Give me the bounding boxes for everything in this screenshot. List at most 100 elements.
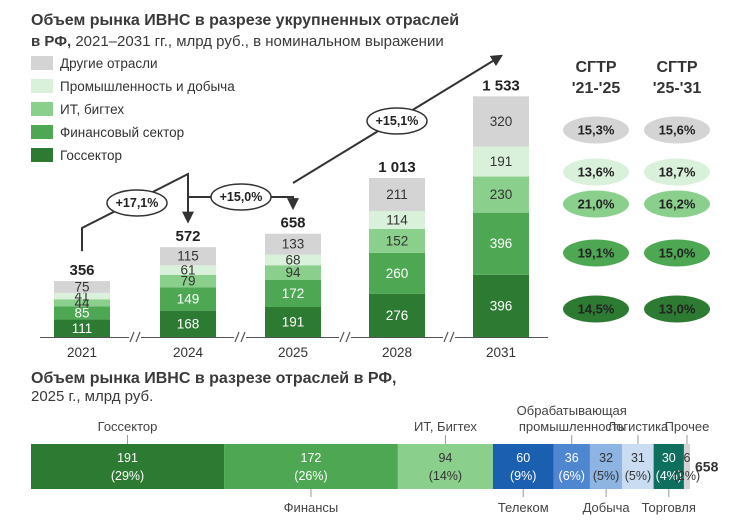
bar-segment [369, 211, 425, 229]
sector-percent: (4%) [656, 469, 682, 483]
bar-segment [54, 281, 110, 293]
sector-name: Финансы [284, 500, 339, 515]
cagr-header: СГТР [656, 59, 697, 76]
cagr-value: 19,1% [578, 246, 615, 261]
cagr-value: 15,3% [578, 123, 615, 138]
sector-segment [397, 444, 493, 489]
sector-name: Телеком [498, 500, 549, 515]
bar-segment-label: 276 [386, 308, 409, 323]
axis-break-mark [129, 331, 141, 343]
bar-segment-label: 230 [490, 187, 513, 202]
legend-label: Госсектор [60, 148, 122, 163]
cagr-pill [563, 295, 629, 323]
cagr-pill [644, 158, 710, 186]
growth-label: +15,0% [220, 190, 263, 204]
axis-break-mark [234, 331, 246, 343]
cagr-header: '25-'31 [653, 80, 702, 97]
cagr-pill [644, 116, 710, 144]
sector-percent: (26%) [294, 469, 327, 483]
year-label: 2021 [67, 345, 97, 360]
sector-name: Обрабатывающая промышленность [517, 403, 627, 434]
cagr-header: СГТР [575, 59, 616, 76]
sector-segment [653, 444, 684, 489]
sector-chart-subtitle: 2025 г., млрд руб. [31, 388, 153, 405]
bar-segment [54, 319, 110, 337]
bar-segment [265, 233, 321, 255]
bar-segment [473, 212, 529, 275]
sector-value: 30 [662, 451, 676, 465]
bar-segment [369, 177, 425, 212]
bar-segment [265, 307, 321, 337]
bar-segment [473, 96, 529, 147]
sector-percent: (5%) [625, 469, 651, 483]
cagr-pill [563, 116, 629, 144]
bar-segment [54, 306, 110, 320]
bar-segment [369, 228, 425, 253]
bar-segment-label: 79 [180, 274, 195, 289]
sector-percent: (9%) [510, 469, 536, 483]
cagr-value: 14,5% [578, 302, 615, 317]
sector-name: Добыча [583, 500, 631, 515]
bar-segment [160, 247, 216, 266]
year-label: 2024 [173, 345, 204, 360]
legend-label: Финансовый сектор [60, 125, 184, 140]
cagr-pill [563, 158, 629, 186]
legend-label: Промышленность и добыча [60, 79, 235, 94]
growth-pill [106, 189, 168, 217]
bar-total-label: 356 [69, 262, 94, 279]
legend-label: ИТ, бигтех [60, 102, 124, 117]
sector-segment [224, 444, 398, 489]
bar-segment-label: 191 [282, 315, 305, 330]
legend-swatch [31, 102, 53, 116]
sector-segment [492, 444, 554, 489]
bar-segment [473, 176, 529, 213]
bar-segment-label: 115 [177, 249, 199, 264]
sector-percent: (6%) [559, 469, 585, 483]
growth-label: +15,1% [376, 114, 419, 128]
sector-segment [683, 444, 690, 489]
legend-swatch [31, 148, 53, 162]
bar-segment [473, 146, 529, 177]
sector-name: Госсектор [98, 419, 158, 434]
bar-segment-label: 85 [74, 305, 89, 320]
bar-segment-label: 149 [177, 291, 200, 306]
cagr-pill [644, 239, 710, 267]
cagr-value: 16,2% [659, 197, 696, 212]
bar-segment [265, 265, 321, 281]
sector-value: 36 [565, 451, 579, 465]
bar-segment-label: 396 [490, 298, 513, 313]
cagr-value: 13,0% [659, 302, 696, 317]
cagr-value: 15,6% [659, 123, 696, 138]
growth-arrows: +17,1% +15,0% +15,1% [81, 54, 504, 252]
growth-pill [210, 183, 272, 211]
sector-value: 94 [438, 451, 452, 465]
growth-pill [366, 107, 428, 135]
axis-break-mark [339, 331, 351, 343]
cagr-value: 15,0% [659, 246, 696, 261]
sector-name: ИТ, Бигтех [414, 419, 477, 434]
cagr-table: СГТР '21-'25 СГТР '25-'31 15,3% 15,6% 13,6% 18,… [563, 59, 710, 323]
cagr-pill [644, 295, 710, 323]
bar-segment-label: 75 [74, 279, 89, 294]
bar-segment-label: 211 [386, 187, 408, 202]
bar-segment [160, 287, 216, 311]
sector-value: 172 [301, 451, 322, 465]
legend-swatch [31, 125, 53, 139]
sector-total: 658 [695, 459, 719, 475]
cagr-pill [644, 190, 710, 218]
bar-segment [265, 280, 321, 308]
bar-total-label: 1 533 [482, 77, 520, 94]
bar-segment-label: 152 [386, 233, 409, 248]
axis-break-mark [443, 331, 455, 343]
sector-name: Прочее [665, 419, 710, 434]
sector-segment [589, 444, 623, 489]
bar-segment-label: 61 [180, 263, 195, 278]
cagr-value: 18,7% [659, 165, 696, 180]
bar-segment-label: 168 [177, 316, 200, 331]
cagr-pill [563, 190, 629, 218]
legend-label: Другие отрасли [60, 56, 158, 71]
sector-segment [622, 444, 654, 489]
sector-bar: 191 (29%) Госсектор 172 (26%) Финансы 94 (14%) И… [31, 403, 719, 515]
sector-segment [31, 444, 225, 489]
bar-segment-label: 94 [285, 265, 301, 280]
